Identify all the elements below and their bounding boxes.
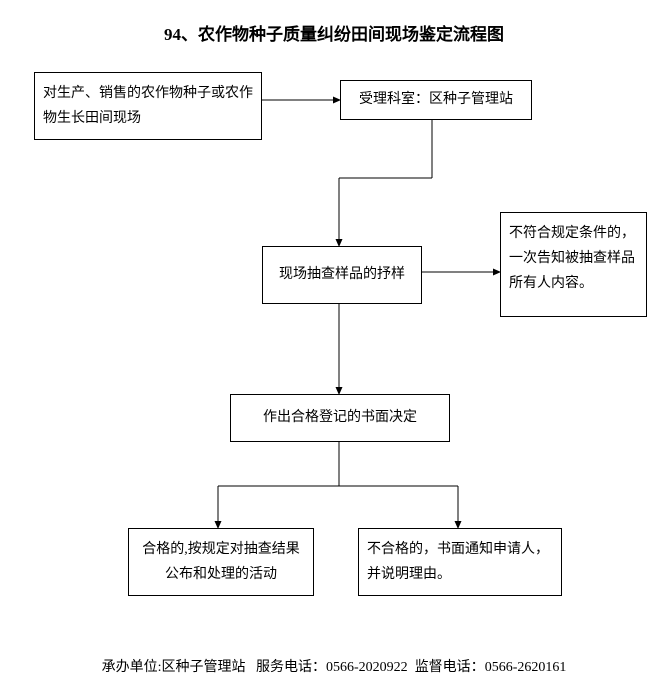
flow-node-n6: 合格的,按规定对抽查结果公布和处理的活动 [128,528,314,596]
flow-node-n1: 对生产、销售的农作物种子或农作物生长田间现场 [34,72,262,140]
footer-service-label: 服务电话： [256,660,326,675]
flow-node-n4: 不符合规定条件的，一次告知被抽查样品所有人内容。 [500,212,647,317]
footer-supervise-phone: 0566-2620161 [485,660,567,675]
page-title: 94、农作物种子质量纠纷田间现场鉴定流程图 [0,20,668,45]
footer-service-phone: 0566-2020922 [326,660,408,675]
flow-node-n3: 现场抽查样品的抒样 [262,246,422,304]
flow-node-n2: 受理科室：区种子管理站 [340,80,532,120]
footer-org-label: 承办单位: [102,660,162,675]
flow-node-n5: 作出合格登记的书面决定 [230,394,450,442]
flow-node-n7: 不合格的，书面通知申请人，并说明理由。 [358,528,562,596]
footer: 承办单位:区种子管理站 服务电话：0566-2020922 监督电话：0566-… [0,656,668,676]
footer-supervise-label: 监督电话： [415,660,485,675]
footer-org: 区种子管理站 [162,660,246,675]
